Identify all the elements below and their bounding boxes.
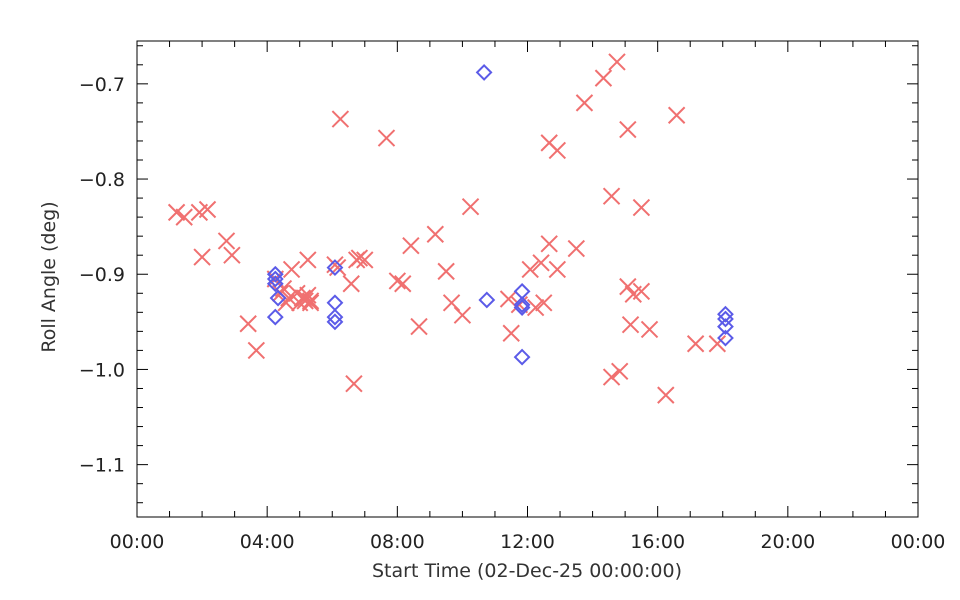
x-marker-point — [394, 275, 412, 293]
y-tick-label: −0.8 — [79, 169, 125, 191]
y-tick-label: −1.0 — [79, 359, 125, 381]
diamond-marker-point — [266, 265, 284, 283]
x-marker-point — [608, 53, 626, 71]
x-tick-label: 00:00 — [891, 531, 946, 553]
x-marker-point — [301, 294, 320, 312]
x-tick-label: 04:00 — [240, 531, 295, 553]
x-marker-point — [356, 251, 374, 269]
data-series — [167, 53, 734, 404]
x-marker-point — [442, 294, 461, 312]
x-tick-labels: 00:00 04:00 08:00 12:00 16:00 20:00 00:00 — [110, 531, 946, 553]
x-marker-point — [521, 260, 539, 279]
x-marker-point — [567, 239, 586, 258]
x-marker-point — [502, 324, 520, 342]
x-marker-point — [575, 94, 594, 112]
x-axis-title: Start Time (02-Dec-25 00:00:00) — [372, 560, 682, 582]
x-tick-label: 20:00 — [760, 531, 815, 553]
diamond-marker-point — [717, 305, 734, 323]
x-marker-point — [175, 208, 193, 226]
x-marker-point — [345, 375, 363, 393]
x-marker-point — [640, 320, 659, 339]
x-marker-point — [193, 248, 211, 266]
x-marker-point — [280, 289, 298, 307]
x-marker-point — [296, 292, 314, 310]
x-marker-point — [342, 275, 360, 293]
diamond-marker-point — [475, 64, 493, 81]
x-marker-point — [540, 235, 558, 253]
x-marker-point — [548, 260, 567, 279]
diamond-marker-point — [326, 294, 344, 312]
x-marker-point — [301, 292, 320, 310]
y-tick-label: −1.1 — [79, 455, 125, 477]
x-marker-point — [350, 249, 369, 267]
x-marker-point — [453, 306, 472, 324]
x-marker-point — [657, 386, 675, 404]
diamond-marker-point — [269, 289, 287, 307]
x-tick-label: 12:00 — [500, 531, 555, 553]
x-marker-point — [388, 272, 407, 290]
diamond-marker-point — [513, 348, 531, 366]
x-marker-point — [239, 315, 257, 333]
x-marker-point — [621, 315, 640, 334]
x-marker-point — [167, 203, 186, 222]
y-tick-label: −0.9 — [79, 264, 125, 286]
x-marker-point — [437, 262, 455, 281]
diamond-marker-point — [326, 308, 344, 326]
x-marker-point — [548, 141, 567, 160]
x-marker-point — [299, 251, 317, 269]
y-tick-labels: −0.7 −0.8 −0.9 −1.0 −1.1 — [79, 74, 125, 477]
x-marker-point — [282, 260, 301, 279]
x-tick-label: 08:00 — [370, 531, 425, 553]
diamond-marker-point — [513, 282, 531, 300]
x-marker-point — [331, 110, 350, 128]
x-marker-point — [535, 294, 553, 312]
diamond-marker-point — [266, 308, 284, 326]
x-marker-point — [632, 282, 651, 301]
diamond-marker-point — [717, 329, 734, 347]
diamond-marker-point — [326, 259, 344, 276]
diamond-marker-point — [266, 275, 284, 293]
diamond-marker-point — [717, 318, 734, 336]
x-marker-point — [526, 298, 545, 317]
x-marker-point — [499, 290, 518, 308]
x-marker-point — [667, 106, 686, 124]
axis-ticks — [136, 41, 919, 517]
y-axis-title: Roll Angle (deg) — [38, 201, 60, 352]
x-marker-point — [410, 317, 428, 336]
x-marker-point — [708, 335, 727, 353]
x-marker-point — [247, 341, 266, 360]
x-marker-point — [461, 197, 480, 216]
x-marker-point — [632, 198, 651, 217]
plot-frame — [136, 40, 919, 518]
diamond-marker-point — [326, 313, 344, 331]
x-marker-point — [217, 232, 236, 250]
x-marker-point — [594, 69, 613, 87]
plot-border — [136, 40, 919, 518]
x-marker-point — [426, 225, 445, 243]
x-marker-point — [686, 335, 705, 353]
diamond-marker-point — [717, 310, 734, 328]
x-marker-point — [619, 277, 637, 296]
x-marker-point — [198, 200, 217, 219]
y-tick-label: −0.7 — [79, 74, 125, 96]
diamond-marker-point — [513, 296, 531, 314]
x-tick-label: 00:00 — [110, 531, 165, 553]
x-marker-point — [610, 362, 629, 381]
x-marker-point — [602, 187, 621, 205]
x-tick-label: 16:00 — [630, 531, 685, 553]
x-marker-point — [223, 246, 241, 264]
diamond-marker-point — [478, 291, 496, 309]
x-marker-point — [532, 254, 550, 272]
diamond-marker-point — [513, 299, 531, 316]
x-marker-point — [602, 368, 621, 386]
x-marker-point — [377, 129, 396, 147]
x-marker-point — [619, 120, 637, 139]
x-marker-point — [402, 236, 420, 255]
